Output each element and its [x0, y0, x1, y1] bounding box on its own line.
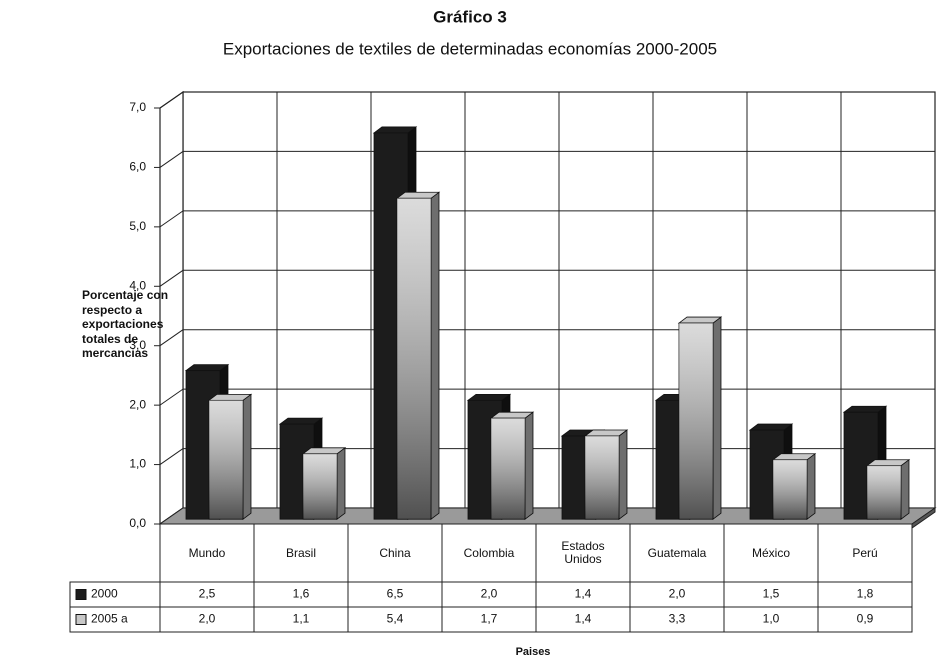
- grid-line-side: [159, 210, 184, 228]
- bar-side-shade: [431, 192, 439, 520]
- legend-swatch: [75, 589, 87, 600]
- y-axis-label: Porcentaje con respecto a exportaciones …: [82, 288, 169, 360]
- x-tick-label: Perú: [852, 545, 878, 560]
- bar-side-shade: [619, 430, 627, 520]
- bar-side-shade: [807, 453, 815, 520]
- data-label: 1,7: [481, 612, 498, 626]
- data-label: 2,0: [669, 587, 686, 601]
- bar-side-shade: [525, 412, 533, 520]
- y-tick-label: 2,0: [129, 397, 146, 411]
- legend-label: 2000: [91, 587, 118, 601]
- bar-top: [184, 364, 230, 372]
- data-label: 1,1: [293, 612, 310, 626]
- y-tick-label: 5,0: [129, 219, 146, 233]
- data-label: 2,5: [199, 587, 216, 601]
- grid-line-side: [159, 151, 184, 168]
- data-label: 1,8: [857, 587, 874, 601]
- grid-line-side: [159, 388, 184, 406]
- grid-line-side: [159, 91, 184, 109]
- bar-top: [842, 405, 888, 413]
- grid-line-side: [159, 269, 184, 287]
- bar-top: [207, 393, 253, 401]
- x-axis-label: Paises: [516, 646, 551, 658]
- data-label: 6,5: [387, 587, 404, 601]
- bar-shade: [773, 459, 807, 520]
- data-label: 1,4: [575, 612, 592, 626]
- legend-label: 2005 a: [91, 612, 128, 626]
- bar-top: [395, 191, 441, 199]
- bar-top: [677, 316, 723, 324]
- x-tick-label: Brasil: [285, 545, 316, 560]
- y-tick-label: 3,0: [129, 338, 146, 352]
- bar-top: [301, 447, 347, 455]
- y-tick-label: 4,0: [129, 278, 146, 292]
- chart-subtitle: Exportaciones de textiles de determinada…: [223, 39, 717, 58]
- y-tick-label: 6,0: [129, 160, 146, 174]
- chart-title: Gráfico 3: [433, 7, 507, 26]
- x-tick-label: Estados Unidos: [561, 539, 605, 566]
- legend-swatch: [75, 614, 87, 625]
- grid-line-side: [159, 448, 184, 465]
- y-tick-label: 1,0: [129, 457, 146, 471]
- data-label: 1,0: [763, 612, 780, 626]
- data-label: 3,3: [669, 612, 686, 626]
- bar-shade: [867, 465, 901, 520]
- bar-top: [583, 429, 629, 437]
- bar-shade: [303, 453, 337, 520]
- bar-top: [489, 411, 535, 419]
- bar-shade: [397, 198, 431, 520]
- data-label: 1,6: [293, 587, 310, 601]
- data-label: 0,9: [857, 612, 874, 626]
- bar-top: [771, 453, 817, 461]
- data-label: 2,0: [199, 612, 216, 626]
- bar-top: [278, 417, 324, 425]
- x-tick-label: Mundo: [188, 545, 226, 560]
- grid-line-side: [159, 329, 184, 347]
- x-tick-label: Colombia: [463, 545, 515, 560]
- floor: [158, 507, 937, 525]
- bar-shade: [209, 400, 243, 520]
- x-tick-label: Guatemala: [647, 545, 707, 560]
- bar-top: [748, 423, 794, 431]
- bar-side-shade: [713, 317, 721, 520]
- y-tick-label: 7,0: [129, 100, 146, 114]
- bar-shade: [585, 436, 619, 520]
- bar-side-shade: [337, 447, 345, 520]
- data-label: 5,4: [387, 612, 404, 626]
- bar-top: [466, 393, 512, 401]
- bar-side-shade: [901, 459, 909, 520]
- bar-shade: [679, 323, 713, 520]
- bar-top: [865, 459, 911, 467]
- x-tick-label: México: [751, 545, 790, 560]
- bar-shade: [491, 418, 525, 520]
- x-tick-label: China: [379, 545, 411, 560]
- bar-side-shade: [243, 394, 251, 520]
- y-tick-label: 0,0: [129, 516, 146, 530]
- data-label: 2,0: [481, 587, 498, 601]
- data-label: 1,4: [575, 587, 592, 601]
- data-label: 1,5: [763, 587, 780, 601]
- bar-top: [372, 126, 418, 134]
